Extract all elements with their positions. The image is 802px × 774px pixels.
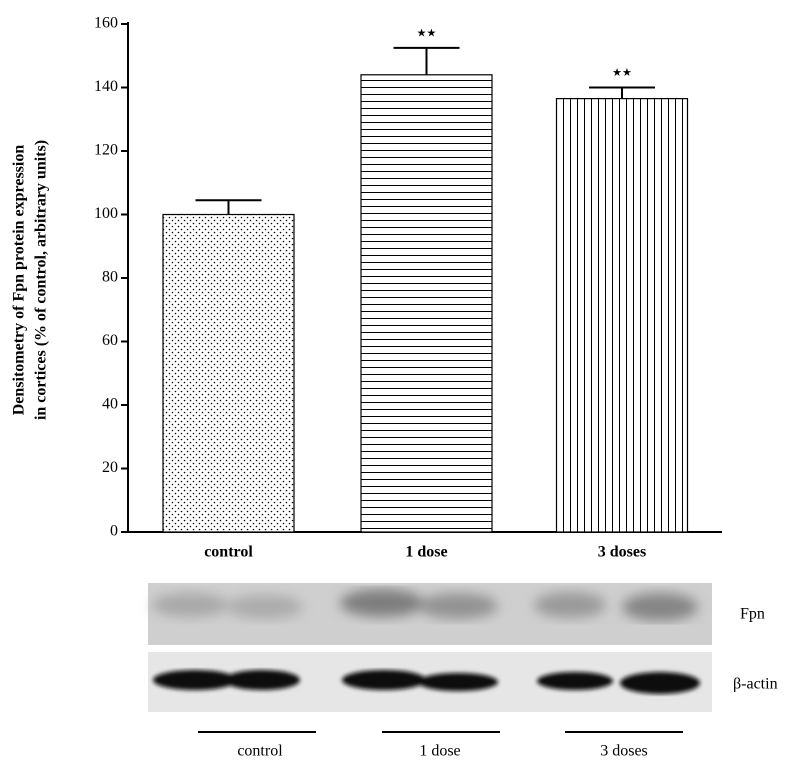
x-tick-label: 3 doses bbox=[598, 544, 646, 561]
y-tick-label: 60 bbox=[102, 332, 118, 349]
fpn-bands bbox=[152, 589, 698, 621]
blot-row-label: β-actin bbox=[733, 676, 778, 693]
y-axis-label-line: in cortices (% of control, arbitrary uni… bbox=[33, 140, 50, 420]
x-tick-label: control bbox=[204, 544, 253, 561]
y-axis-label-line: Densitometry of Fpn protein expression bbox=[11, 145, 28, 416]
y-tick-label: 20 bbox=[102, 459, 118, 476]
bar bbox=[555, 98, 689, 533]
x-tick-label: 1 dose bbox=[405, 544, 447, 561]
bar bbox=[162, 213, 295, 533]
lane-group-label: 1 dose bbox=[419, 743, 460, 760]
y-tick-label: 160 bbox=[94, 15, 118, 32]
actin-bands bbox=[153, 670, 700, 694]
lane-group-label: control bbox=[237, 743, 283, 760]
western-blot: Fpn β-actin control 1 dose 3 doses bbox=[148, 583, 778, 760]
y-axis-label: Densitometry of Fpn protein expression i… bbox=[11, 140, 50, 420]
y-tick-label: 40 bbox=[102, 396, 118, 413]
blot-row-label: Fpn bbox=[740, 606, 765, 623]
significance-label: ★★ bbox=[417, 27, 437, 39]
lane-group-label: 3 doses bbox=[600, 743, 648, 760]
y-tick-label: 120 bbox=[94, 142, 118, 159]
plot: 0 20 40 60 80 100 120 140 160 control ★★ 1 dose ★★ 3 … bbox=[94, 15, 722, 561]
bar bbox=[360, 74, 493, 533]
y-tick-label: 0 bbox=[110, 523, 118, 540]
y-tick-label: 100 bbox=[94, 205, 118, 222]
y-tick-label: 140 bbox=[94, 78, 118, 95]
significance-label: ★★ bbox=[612, 67, 632, 79]
y-tick-label: 80 bbox=[102, 269, 118, 286]
